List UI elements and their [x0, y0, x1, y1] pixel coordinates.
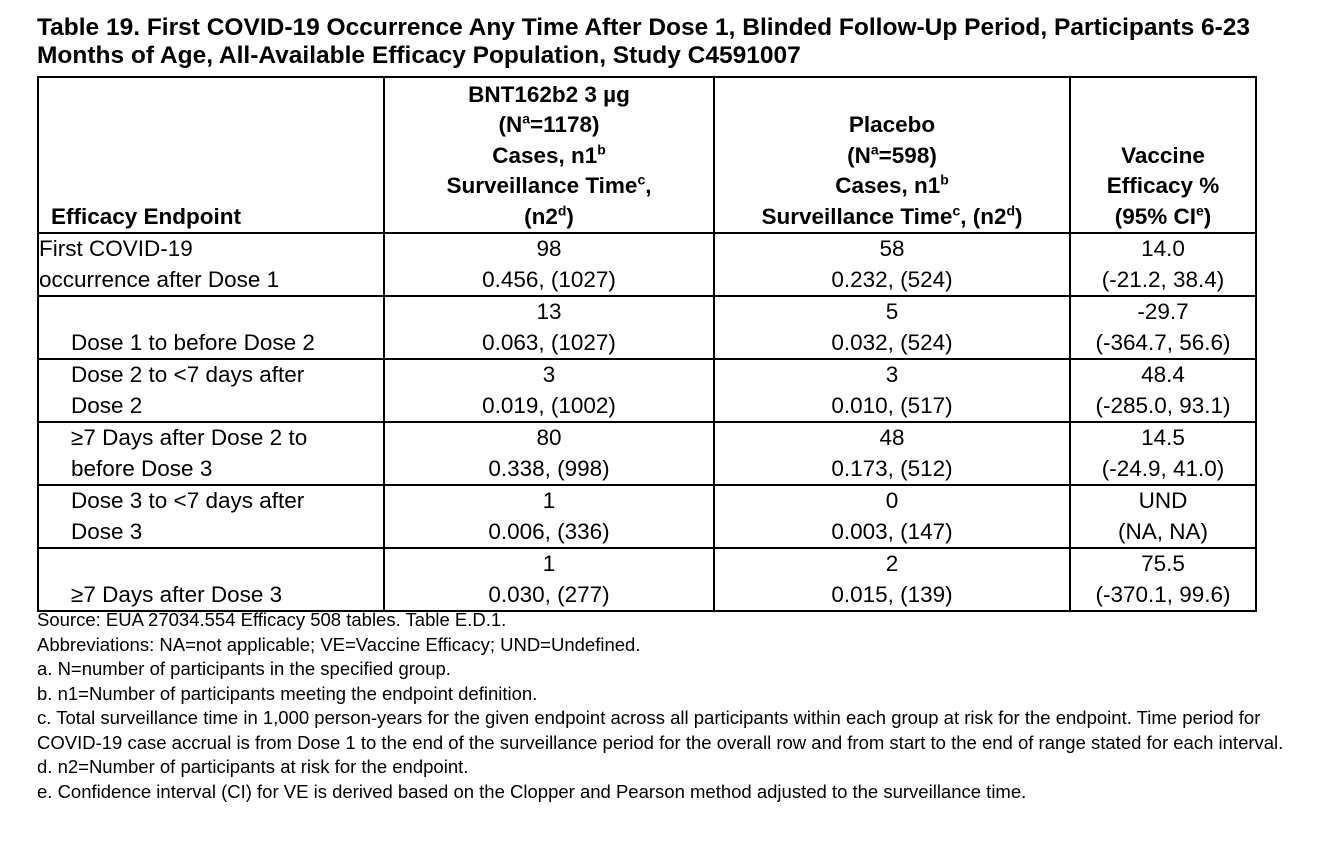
row-label: ≥7 Days after Dose 2 to before Dose 3: [37, 421, 385, 486]
ve-cell: 48.4 (-285.0, 93.1): [1069, 358, 1257, 423]
table-title: Table 19. First COVID-19 Occurrence Any …: [37, 14, 1251, 69]
vaccine-name: BNT162b2 3 µg: [468, 81, 630, 107]
placebo-cell: 5 0.032, (524): [713, 295, 1071, 360]
ve-ci-label: (95% CIe): [1114, 202, 1212, 229]
placebo-name: Placebo: [848, 112, 936, 137]
vaccine-cell: 80 0.338, (998): [383, 421, 715, 486]
vaccine-n2-label: (n2d): [524, 202, 574, 229]
vaccine-cases-label: Cases, n1b: [492, 141, 606, 168]
vaccine-cell: 1 0.006, (336): [383, 484, 715, 549]
table-header-row: Efficacy Endpoint BNT162b2 3 µg (Na=1178…: [37, 76, 1257, 234]
footnote-d: d. n2=Number of participants at risk for…: [37, 756, 469, 777]
abbreviations-note: Abbreviations: NA=not applicable; VE=Vac…: [37, 633, 641, 655]
header-vaccine-group: BNT162b2 3 µg (Na=1178) Cases, n1b Surve…: [383, 76, 715, 234]
row-label: Dose 1 to before Dose 2: [37, 295, 385, 360]
table-row: Dose 1 to before Dose 2 13 0.063, (1027) …: [37, 295, 1257, 360]
table-row: ≥7 Days after Dose 3 1 0.030, (277) 2 0.01…: [37, 547, 1257, 612]
vaccine-surveillance-label: Surveillance Timec,: [446, 171, 652, 198]
efficacy-table: Efficacy Endpoint BNT162b2 3 µg (Na=1178…: [37, 76, 1257, 612]
header-efficacy-endpoint: Efficacy Endpoint: [37, 76, 385, 234]
header-vaccine-efficacy: Vaccine Efficacy % (95% CIe): [1069, 76, 1257, 234]
ve-cell: 14.0 (-21.2, 38.4): [1069, 232, 1257, 297]
row-label: Dose 3 to <7 days after Dose 3: [37, 484, 385, 549]
vaccine-cell: 13 0.063, (1027): [383, 295, 715, 360]
table-row: First COVID-19 occurrence after Dose 1 98…: [37, 232, 1257, 297]
ve-cell: 75.5 (-370.1, 99.6): [1069, 547, 1257, 612]
placebo-cases-label: Cases, n1b: [835, 171, 949, 198]
ve-cell: -29.7 (-364.7, 56.6): [1069, 295, 1257, 360]
table-row: ≥7 Days after Dose 2 to before Dose 3 80 0…: [37, 421, 1257, 486]
vaccine-cell: 98 0.456, (1027): [383, 232, 715, 297]
placebo-n: (Na=598): [847, 141, 937, 168]
row-label: ≥7 Days after Dose 3: [37, 547, 385, 612]
row-label: Dose 2 to <7 days after Dose 2: [37, 358, 385, 423]
vaccine-n: (Na=1178): [498, 110, 600, 137]
vaccine-cell: 3 0.019, (1002): [383, 358, 715, 423]
ve-cell: 14.5 (-24.9, 41.0): [1069, 421, 1257, 486]
row-label: First COVID-19 occurrence after Dose 1: [37, 232, 385, 297]
table-row: Dose 2 to <7 days after Dose 2 3 0.019, (1…: [37, 358, 1257, 423]
header-placebo-group: Placebo (Na=598) Cases, n1b Surveillance…: [713, 76, 1071, 234]
footnote-b: b. n1=Number of participants meeting the…: [37, 682, 538, 704]
footnote-c: c. Total surveillance time in 1,000 pers…: [37, 707, 1284, 753]
table-row: Dose 3 to <7 days after Dose 3 1 0.006, (3…: [37, 484, 1257, 549]
vaccine-cell: 1 0.030, (277): [383, 547, 715, 612]
footnote-a: a. N=number of participants in the speci…: [37, 658, 451, 679]
placebo-cell: 58 0.232, (524): [713, 232, 1071, 297]
footnotes: Source: EUA 27034.554 Efficacy 508 table…: [37, 608, 1317, 804]
placebo-cell: 48 0.173, (512): [713, 421, 1071, 486]
source-note: Source: EUA 27034.554 Efficacy 508 table…: [37, 609, 507, 630]
placebo-cell: 2 0.015, (139): [713, 547, 1071, 612]
footnote-e: e. Confidence interval (CI) for VE is de…: [37, 780, 1027, 802]
placebo-surveillance-label: Surveillance Timec, (n2d): [761, 202, 1023, 229]
ve-cell: UND (NA, NA): [1069, 484, 1257, 549]
placebo-cell: 3 0.010, (517): [713, 358, 1071, 423]
placebo-cell: 0 0.003, (147): [713, 484, 1071, 549]
